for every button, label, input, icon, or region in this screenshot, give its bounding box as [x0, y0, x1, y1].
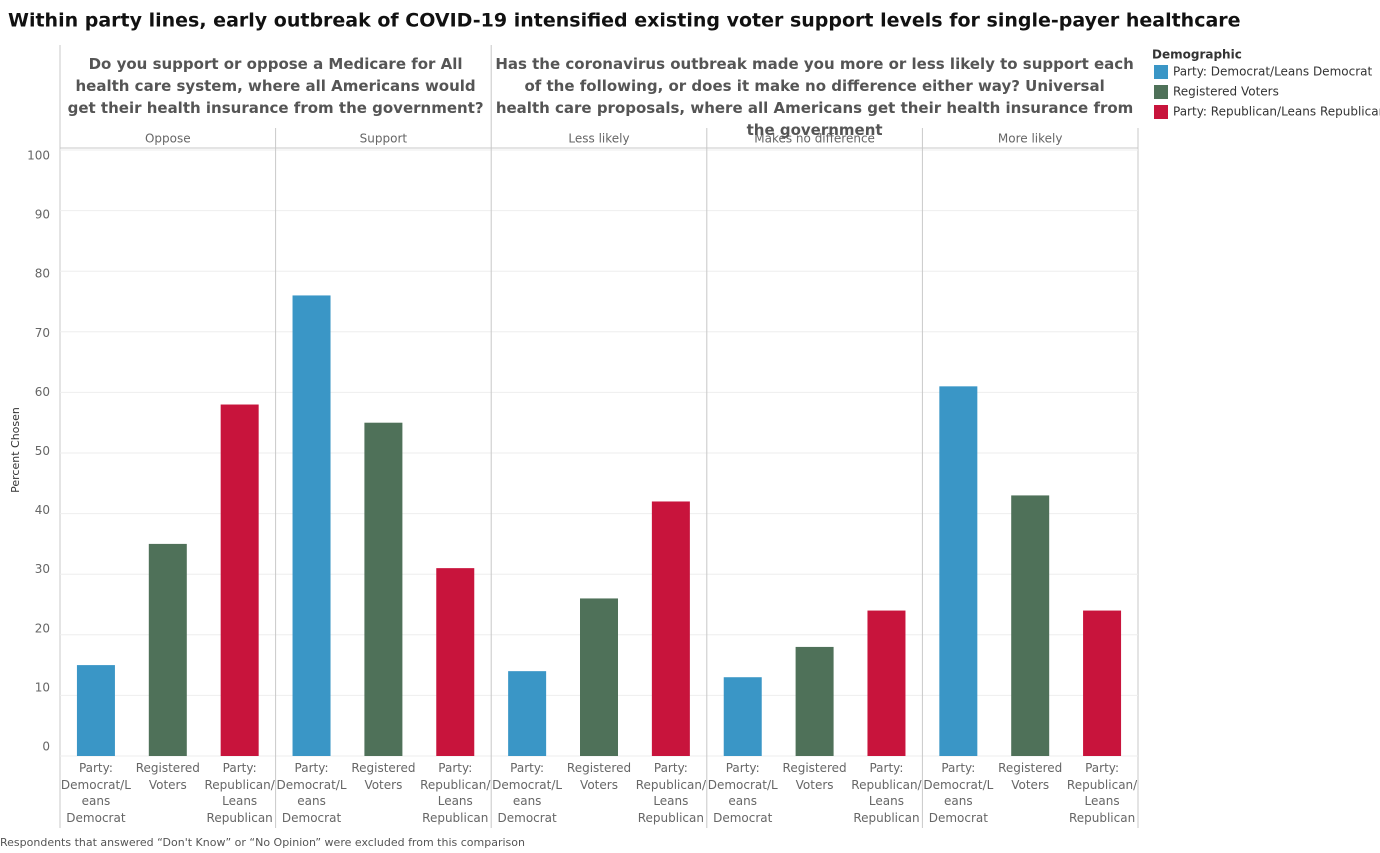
- x-tick-label: Party: Democrat/Leans Democrat: [492, 761, 563, 825]
- y-tick-label: 50: [35, 444, 50, 458]
- bar: [723, 677, 762, 756]
- legend-swatch: [1154, 85, 1168, 99]
- pane-header: Less likely: [568, 132, 629, 146]
- y-tick-label: 30: [35, 562, 50, 576]
- bar: [1011, 495, 1050, 756]
- pane-header: More likely: [998, 132, 1063, 146]
- bar: [364, 422, 403, 756]
- legend-label: Party: Democrat/Leans Democrat: [1173, 65, 1372, 79]
- y-tick-label: 100: [27, 149, 50, 163]
- x-tick-label: Party: Republican/Leans Republican: [204, 761, 275, 825]
- x-tick-label: Party: Republican/Leans Republican: [851, 761, 922, 825]
- y-tick-label: 0: [42, 740, 50, 754]
- x-tick-label: Party: Republican/Leans Republican: [420, 761, 491, 825]
- x-tick-label: Registered Voters: [998, 761, 1063, 792]
- x-tick-label: Registered Voters: [566, 761, 632, 792]
- bar: [580, 598, 618, 756]
- bar: [867, 610, 906, 756]
- x-tick-label: Registered Voters: [351, 761, 416, 792]
- bar: [939, 386, 978, 756]
- y-tick-label: 10: [35, 680, 50, 694]
- pane-header: Oppose: [145, 132, 191, 146]
- y-axis-label: Percent Chosen: [9, 407, 22, 493]
- x-tick-label: Registered Voters: [782, 761, 847, 792]
- y-tick-label: 60: [35, 385, 50, 399]
- pane-header: Support: [360, 132, 408, 146]
- legend-label: Party: Republican/Leans Republican: [1173, 105, 1380, 119]
- bar: [292, 295, 331, 756]
- question-text: Has the coronavirus outbreak made you mo…: [495, 55, 1134, 139]
- legend-label: Registered Voters: [1173, 85, 1279, 99]
- x-tick-label: Party: Republican/Leans Republican: [635, 761, 706, 825]
- bar: [795, 646, 834, 756]
- pane-header: Makes no difference: [754, 132, 875, 146]
- y-tick-label: 40: [35, 503, 50, 517]
- bar: [508, 671, 547, 756]
- bar: [1083, 610, 1122, 756]
- y-tick-label: 80: [35, 267, 50, 281]
- legend-swatch: [1154, 105, 1168, 119]
- chart-title: Within party lines, early outbreak of CO…: [8, 10, 1241, 32]
- x-tick-label: Party: Democrat/Leans Democrat: [276, 761, 347, 825]
- legend-swatch: [1154, 65, 1168, 79]
- y-tick-label: 90: [35, 208, 50, 222]
- y-tick-label: 70: [35, 326, 50, 340]
- bar: [651, 501, 690, 756]
- legend-title: Demographic: [1152, 48, 1242, 62]
- bar: [76, 665, 115, 756]
- x-tick-label: Party: Democrat/Leans Democrat: [60, 761, 131, 825]
- x-tick-label: Registered Voters: [135, 761, 200, 792]
- bar: [220, 404, 259, 756]
- footnote: Respondents that answered “Don't Know” o…: [0, 836, 525, 849]
- x-tick-label: Party: Democrat/Leans Democrat: [923, 761, 994, 825]
- x-tick-label: Party: Democrat/Leans Democrat: [707, 761, 778, 825]
- y-tick-label: 20: [35, 621, 50, 635]
- bar: [148, 543, 187, 756]
- bar: [436, 568, 475, 756]
- question-text: Do you support or oppose a Medicare for …: [67, 55, 484, 117]
- x-tick-label: Party: Republican/Leans Republican: [1066, 761, 1138, 825]
